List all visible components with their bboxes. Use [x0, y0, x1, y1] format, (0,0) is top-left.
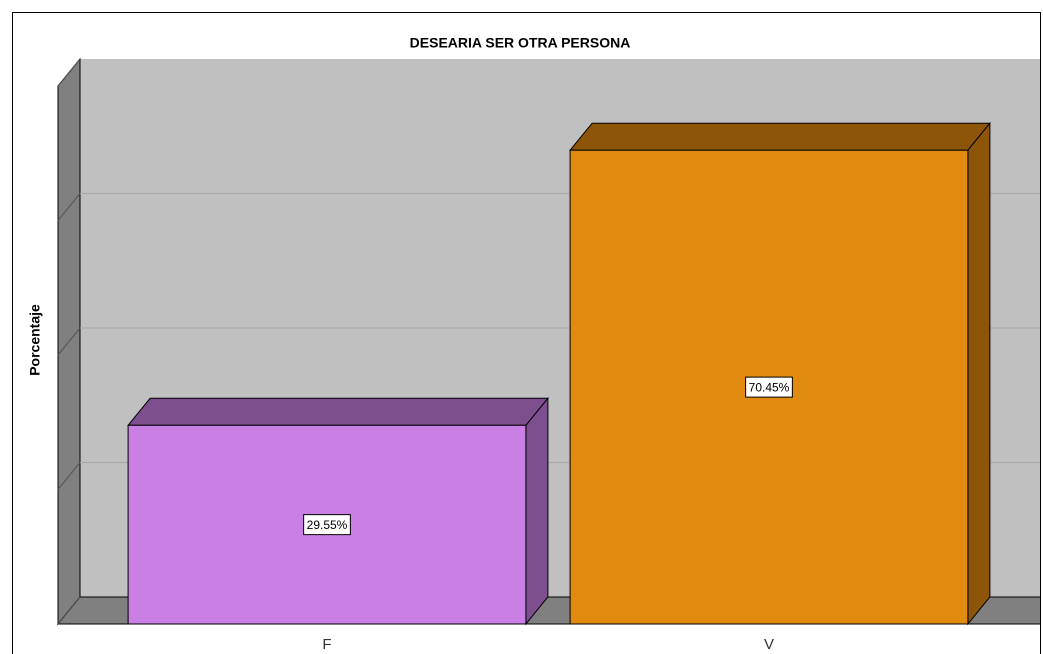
- data-label: 29.55%: [307, 518, 348, 532]
- tick-mark: [57, 58, 81, 87]
- x-tick-label: F: [322, 636, 331, 653]
- y-axis-label: Porcentaje: [27, 304, 43, 376]
- bar-top: [569, 122, 991, 151]
- x-tick-label: V: [764, 636, 774, 653]
- bar-side: [967, 121, 991, 626]
- data-label-box: [303, 514, 351, 536]
- data-label-box: [745, 376, 793, 398]
- tick-mark: [57, 327, 81, 356]
- tick-mark: [57, 462, 81, 490]
- bar-top: [127, 397, 549, 426]
- tick-mark: [57, 193, 81, 221]
- plot-area: [56, 57, 1040, 626]
- data-label: 70.45%: [749, 380, 790, 394]
- tick-mark: [57, 596, 81, 625]
- bar-side: [525, 396, 549, 626]
- chart-title: DESEARIA SER OTRA PERSONA: [410, 35, 631, 51]
